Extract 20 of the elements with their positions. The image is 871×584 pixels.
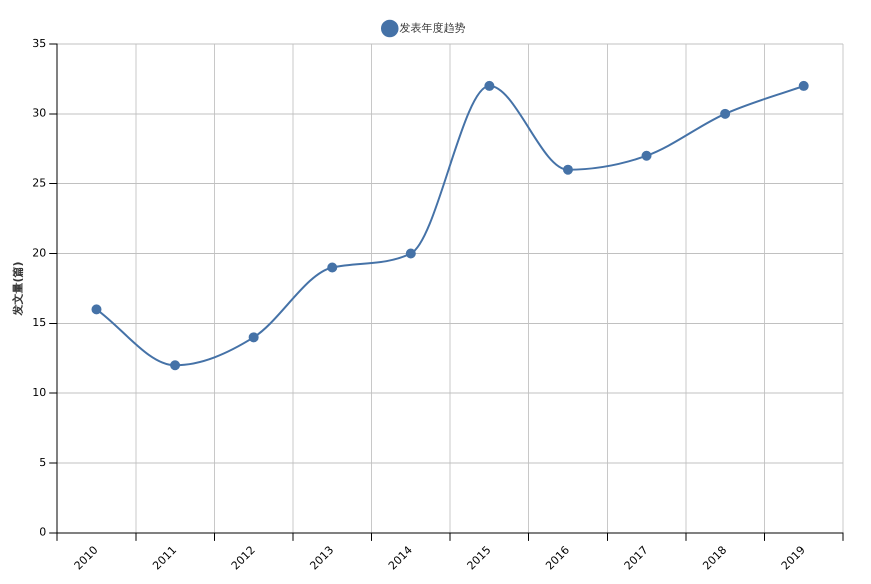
point (170, 360, 180, 370)
y-axis-title: 发文量(篇) (11, 261, 24, 316)
legend-label: 发表年度趋势 (399, 21, 466, 34)
y-tick-label: 0 (39, 526, 46, 539)
point (327, 262, 338, 272)
point (642, 150, 652, 161)
y-tick-label: 25 (32, 176, 46, 190)
point (484, 80, 494, 91)
y-tick-label: 10 (32, 386, 46, 400)
y-tick-label: 15 (32, 316, 46, 330)
point (91, 304, 102, 314)
y-tick-label: 5 (39, 456, 46, 469)
point (406, 248, 416, 259)
point (798, 80, 809, 91)
point (562, 164, 573, 175)
point (248, 332, 259, 342)
point (720, 108, 730, 119)
y-tick-label: 35 (32, 36, 46, 50)
y-tick-label: 20 (32, 246, 46, 260)
y-tick-label: 30 (32, 106, 46, 120)
